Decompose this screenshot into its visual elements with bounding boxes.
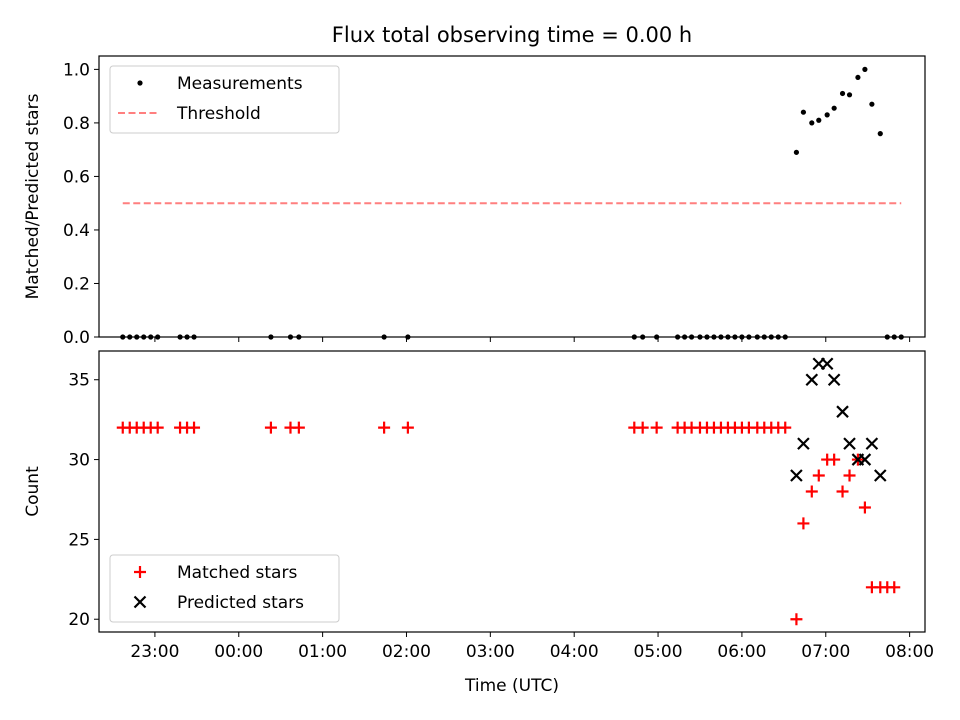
plot-frame — [98, 350, 926, 633]
data-point — [800, 109, 807, 115]
data-point — [378, 421, 391, 434]
y-tick-label: 1.0 — [63, 60, 90, 80]
y-tick-label: 0.6 — [63, 167, 90, 187]
data-point — [805, 373, 819, 387]
data-point — [264, 421, 277, 434]
x-tick-label: 07:00 — [801, 642, 850, 662]
legend: Matched stars Predicted stars — [109, 554, 340, 623]
plot-frame — [98, 55, 926, 338]
data-point — [805, 485, 818, 498]
legend-label: Matched stars — [177, 563, 297, 583]
data-point — [797, 517, 810, 530]
data-point — [858, 501, 871, 514]
y-tick-label: 35 — [68, 371, 90, 391]
data-point — [846, 92, 853, 98]
legend-box — [109, 554, 340, 623]
x-tick-label: 01:00 — [298, 642, 347, 662]
data-point — [843, 437, 856, 450]
legend-label: Threshold — [176, 104, 261, 124]
data-point — [828, 453, 841, 466]
x-tick-label: 03:00 — [466, 642, 515, 662]
data-point — [151, 421, 164, 434]
data-point — [865, 437, 879, 450]
data-point — [797, 437, 810, 450]
data-point — [292, 421, 305, 434]
count-panel: 20 25 30 35 23:00 00:00 01:00 02:00 03:00 04:00 05… — [23, 350, 934, 662]
data-point — [858, 453, 872, 466]
data-point — [790, 469, 803, 482]
x-tick-label: 06:00 — [717, 642, 766, 662]
data-point — [650, 421, 663, 434]
data-point — [873, 469, 887, 482]
y-tick-label: 0.8 — [63, 114, 90, 134]
legend-box — [109, 65, 340, 134]
data-point — [820, 357, 834, 371]
y-tick-label: 0.0 — [63, 328, 90, 348]
x-axis-label: Time (UTC) — [464, 676, 559, 696]
x-tick-label: 02:00 — [382, 642, 431, 662]
data-point — [836, 485, 849, 498]
legend-swatch — [133, 595, 147, 609]
data-point — [809, 120, 815, 126]
y-tick-label: 0.2 — [63, 274, 90, 294]
legend: Measurements Threshold — [109, 65, 340, 134]
legend-label: Measurements — [177, 74, 303, 94]
x-tick-label: 08:00 — [885, 642, 934, 662]
data-point — [188, 421, 201, 434]
data-point — [827, 373, 841, 387]
legend-swatch — [137, 80, 143, 86]
flux-ratio-panel: 0.0 0.2 0.4 0.6 0.8 1.0 Matched/Predicted star… — [23, 55, 926, 348]
data-point — [877, 131, 883, 137]
data-point — [839, 90, 846, 97]
x-tick-label: 23:00 — [130, 642, 179, 662]
data-point — [855, 74, 861, 81]
y-tick-label: 0.4 — [63, 221, 90, 241]
data-point — [843, 469, 856, 482]
legend-swatch — [134, 566, 146, 578]
data-point — [869, 101, 875, 107]
y-tick-label: 25 — [68, 530, 90, 550]
data-point — [812, 469, 825, 482]
legend-label: Predicted stars — [177, 593, 304, 613]
data-point — [831, 105, 837, 111]
x-tick-label: 00:00 — [214, 642, 263, 662]
data-point — [636, 421, 649, 434]
data-point — [790, 613, 803, 626]
chart-title: Flux total observing time = 0.00 h — [332, 23, 692, 47]
data-point — [401, 421, 414, 434]
data-point — [888, 581, 901, 594]
y-axis-label: Matched/Predicted stars — [23, 93, 43, 299]
x-tick-label: 05:00 — [634, 642, 683, 662]
data-point — [824, 112, 830, 118]
data-point — [862, 66, 868, 72]
data-point — [836, 405, 849, 418]
x-tick-label: 04:00 — [550, 642, 599, 662]
data-point — [816, 117, 822, 123]
y-tick-label: 20 — [68, 610, 90, 630]
data-point — [793, 149, 800, 155]
data-point — [779, 421, 792, 434]
y-axis-label: Count — [23, 466, 43, 517]
y-tick-label: 30 — [68, 451, 90, 471]
